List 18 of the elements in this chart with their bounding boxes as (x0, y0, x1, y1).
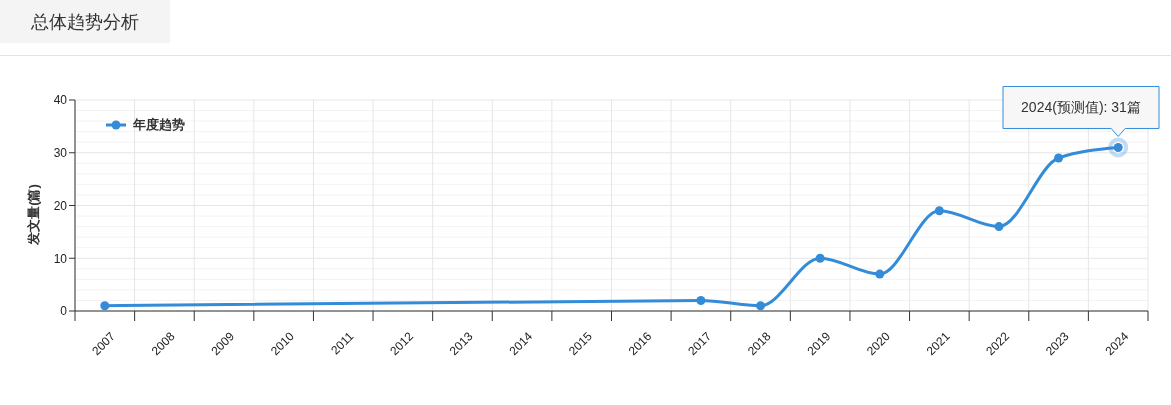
point (815, 253, 825, 263)
annotation: 2024(预测值): 31篇 (1021, 99, 1141, 116)
y-tick-label: 10 (53, 251, 68, 266)
point (696, 295, 706, 305)
legend-label: 年度趋势 (133, 116, 185, 134)
point (756, 301, 766, 311)
y-tick-label: 20 (53, 198, 68, 213)
title-tab: 总体趋势分析 (0, 0, 170, 43)
point (994, 222, 1004, 232)
point (934, 206, 944, 216)
y-tick-label: 0 (60, 304, 68, 319)
point (100, 301, 110, 311)
chart-title: 总体趋势分析 (31, 10, 139, 34)
point (875, 269, 885, 279)
y-tick-label: 30 (53, 146, 68, 161)
y-tick-label: 40 (53, 93, 68, 108)
point (1054, 153, 1064, 163)
y-axis-title: 发文量(篇) (26, 184, 42, 246)
